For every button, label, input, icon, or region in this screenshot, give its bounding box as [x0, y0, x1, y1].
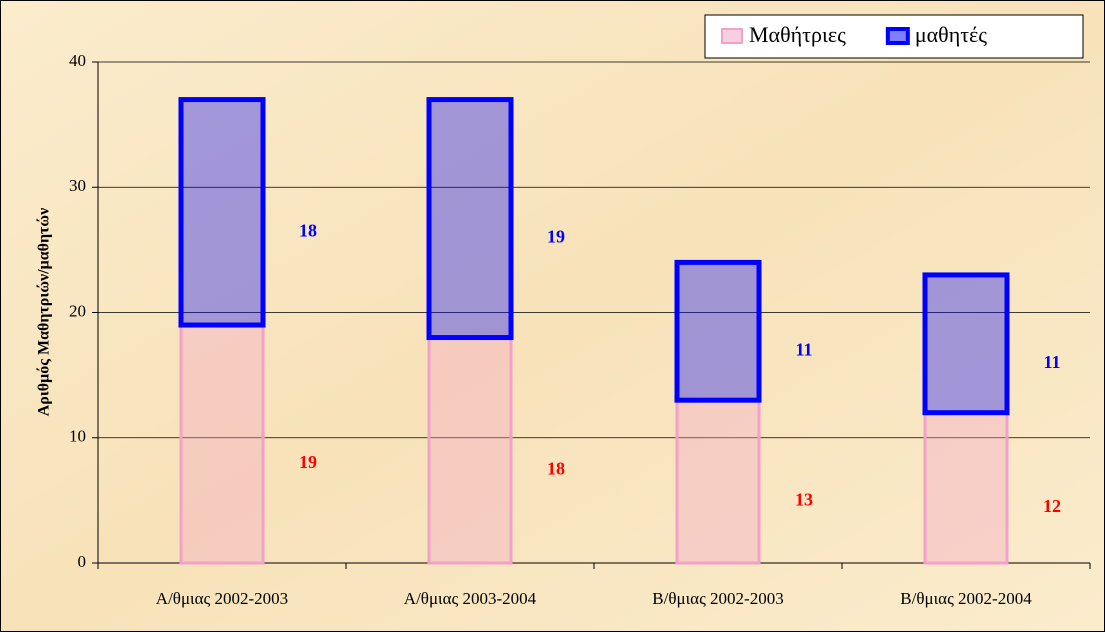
x-tick-label: Α/θμιας 2003-2004 [404, 589, 537, 608]
x-tick-label: Β/θμιας 2002-2003 [652, 589, 783, 608]
data-label: 13 [795, 490, 813, 510]
x-tick-label: Β/θμιας 2002-2004 [900, 589, 1032, 608]
legend-swatch [722, 29, 742, 43]
y-tick-label: 20 [69, 301, 86, 320]
data-label: 19 [547, 227, 565, 247]
y-axis-title: Αριθμός Μαθητριών/μαθητών [36, 208, 53, 417]
data-label: 18 [547, 458, 565, 478]
data-label: 11 [1043, 352, 1060, 372]
bar-segment [925, 413, 1007, 563]
bar-segment [429, 338, 511, 563]
bar-segment [181, 325, 263, 563]
y-tick-label: 30 [69, 176, 86, 195]
x-tick-label: Α/θμιας 2002-2003 [156, 589, 288, 608]
bar-segment [925, 275, 1007, 413]
y-tick-label: 10 [69, 427, 86, 446]
legend-label: Μαθήτριες [749, 22, 846, 47]
data-label: 18 [299, 220, 317, 240]
bar-segment [429, 100, 511, 338]
bar-segment [677, 262, 759, 400]
data-label: 12 [1043, 496, 1061, 516]
data-label: 11 [795, 339, 812, 359]
chart: Αριθμός Μαθητριών/μαθητών 0 10 20 30 40 Α/θμι… [0, 0, 1105, 632]
y-tick-label: 40 [69, 51, 86, 70]
bar-segment [181, 100, 263, 325]
legend-swatch [888, 29, 908, 43]
legend-label: μαθητές [915, 22, 987, 47]
data-label: 19 [299, 452, 317, 472]
y-tick-label: 0 [78, 552, 87, 571]
bar-segment [677, 400, 759, 563]
